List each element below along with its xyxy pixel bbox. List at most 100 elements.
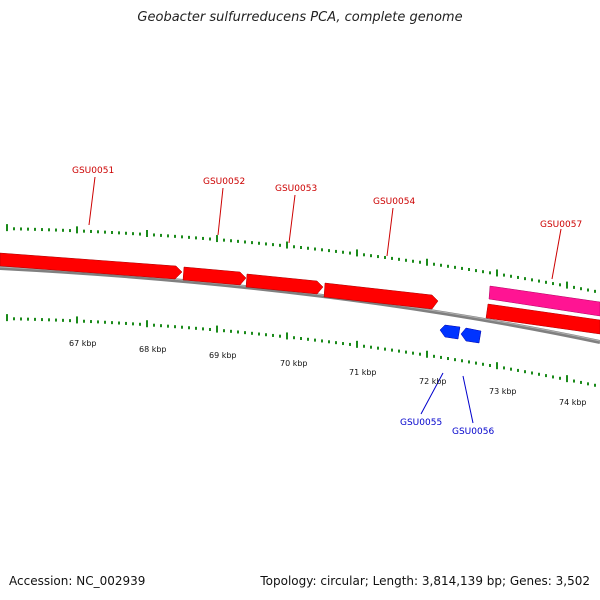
gene-label-gsu0057[interactable]: GSU0057 (540, 220, 582, 230)
outer-tick-minor (307, 246, 309, 250)
inner-tick-minor (314, 338, 316, 342)
genome-backbone-highlight (0, 266, 600, 342)
outer-tick-minor (328, 249, 330, 253)
inner-tick-minor (237, 330, 239, 334)
inner-tick-minor (552, 375, 554, 379)
inner-tick-minor (265, 333, 267, 337)
outer-tick-minor (167, 234, 169, 238)
gene-label-gsu0051[interactable]: GSU0051 (72, 166, 114, 176)
inner-tick-minor (545, 374, 547, 378)
outer-tick-minor (300, 246, 302, 249)
outer-tick-minor (587, 288, 589, 292)
outer-tick-minor (468, 267, 470, 271)
leader-gsu0054 (386, 207, 394, 257)
outer-tick-minor (545, 280, 547, 284)
outer-tick-minor (209, 237, 211, 241)
outer-tick-minor (314, 247, 316, 251)
outer-tick-minor (552, 282, 554, 286)
outer-tick-minor (83, 229, 85, 233)
leader-gsu0055 (420, 372, 444, 415)
inner-tick-minor (489, 363, 491, 367)
inner-tick-minor (20, 317, 22, 321)
inner-tick-major (566, 375, 568, 383)
outer-tick-minor (405, 258, 407, 262)
kbp-label-73: 73 kbp (489, 387, 517, 396)
genome-backbone (0, 266, 600, 344)
inner-tick-minor (559, 376, 561, 380)
outer-tick-minor (20, 227, 22, 231)
gene-label-gsu0056[interactable]: GSU0056 (452, 427, 494, 437)
outer-tick-minor (594, 289, 596, 293)
inner-tick-minor (503, 366, 505, 370)
inner-tick-minor (195, 326, 197, 330)
inner-tick-minor (524, 370, 526, 374)
outer-tick-minor (363, 253, 365, 257)
outer-tick-major (496, 269, 498, 277)
outer-tick-minor (244, 240, 246, 244)
inner-tick-minor (55, 318, 57, 322)
inner-tick-minor (230, 329, 232, 333)
leader-gsu0051 (88, 176, 96, 226)
outer-tick-major (286, 241, 288, 249)
inner-tick-minor (475, 361, 477, 365)
inner-tick-minor (244, 331, 246, 335)
outer-tick-minor (258, 241, 260, 245)
outer-tick-major (566, 281, 568, 289)
outer-tick-minor (272, 243, 274, 247)
outer-tick-track (6, 224, 596, 293)
outer-tick-minor (454, 265, 456, 269)
gene-arrow-gsu0056[interactable] (460, 327, 482, 344)
inner-tick-minor (349, 342, 351, 346)
inner-tick-minor (188, 326, 190, 330)
inner-tick-minor (258, 332, 260, 336)
gene-arrow-gsu0052[interactable] (245, 273, 324, 295)
kbp-label-72: 72 kbp (419, 377, 447, 386)
outer-tick-major (76, 226, 78, 234)
gene-label-gsu0053[interactable]: GSU0053 (275, 184, 317, 194)
outer-tick-minor (440, 263, 442, 267)
topology-text: Topology: circular; Length: 3,814,139 bp… (260, 574, 590, 588)
gene-arrow-gsu0053[interactable] (323, 282, 439, 310)
outer-tick-minor (531, 278, 533, 282)
outer-tick-minor (391, 256, 393, 260)
inner-tick-minor (48, 318, 50, 322)
gene-arrow-gsu0055[interactable] (439, 324, 461, 340)
outer-tick-minor (524, 277, 526, 281)
outer-tick-major (6, 224, 8, 232)
inner-tick-major (216, 325, 218, 333)
outer-tick-minor (475, 269, 477, 273)
inner-tick-minor (69, 319, 71, 323)
outer-tick-minor (433, 262, 435, 266)
gene-label-gsu0055[interactable]: GSU0055 (400, 418, 442, 428)
inner-tick-minor (202, 327, 204, 331)
inner-tick-major (286, 332, 288, 340)
outer-tick-minor (580, 287, 582, 291)
inner-tick-minor (139, 322, 141, 326)
kbp-label-70: 70 kbp (280, 359, 308, 368)
inner-tick-minor (587, 382, 589, 386)
inner-tick-minor (412, 351, 414, 355)
kbp-label-69: 69 kbp (209, 351, 237, 360)
gene-label-gsu0054[interactable]: GSU0054 (373, 197, 415, 207)
inner-tick-minor (573, 379, 575, 383)
gene-label-gsu0052[interactable]: GSU0052 (203, 177, 245, 187)
gene-arrow-left-partial[interactable] (0, 252, 183, 280)
gene-arrow-gsu0057-rna[interactable] (488, 285, 600, 317)
inner-tick-minor (482, 362, 484, 366)
outer-tick-minor (118, 231, 120, 235)
gene-arrow-right-partial[interactable] (485, 303, 600, 335)
gene-arrow-gsu0051[interactable] (182, 266, 247, 286)
inner-tick-minor (454, 358, 456, 362)
inner-tick-major (76, 316, 78, 324)
outer-tick-minor (559, 283, 561, 287)
inner-tick-minor (447, 357, 449, 361)
outer-tick-minor (510, 274, 512, 278)
inner-tick-minor (538, 372, 540, 376)
inner-tick-minor (62, 318, 64, 322)
inner-tick-minor (111, 321, 113, 325)
inner-tick-minor (391, 348, 393, 352)
outer-tick-minor (139, 232, 141, 236)
inner-tick-minor (328, 340, 330, 344)
inner-tick-major (146, 320, 148, 328)
